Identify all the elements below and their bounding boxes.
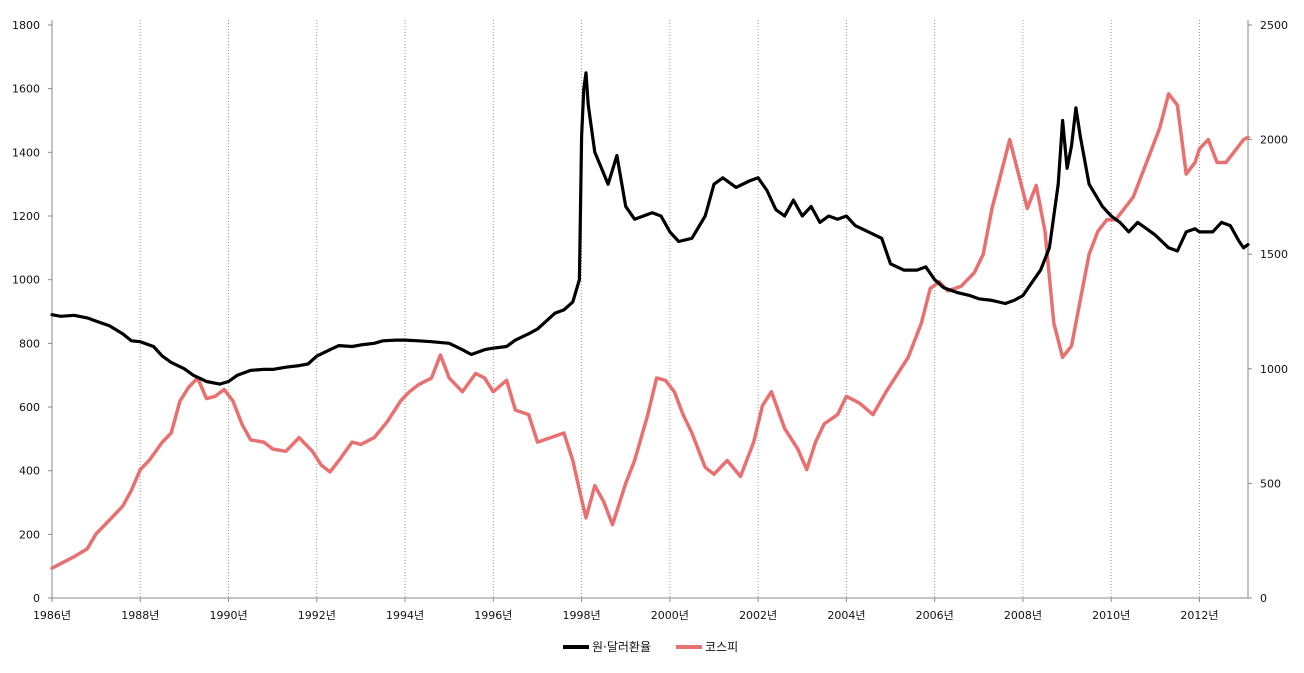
y-right-tick-label: 1000 [1260,363,1288,376]
y-left-tick-label: 1200 [12,210,40,223]
x-tick-label: 2004년 [827,609,865,622]
x-tick-label: 1992년 [298,609,336,622]
x-tick-label: 1988년 [121,609,159,622]
y-left-tick-labels: 0 200 400 600 800 1000 1200 1400 1600 1800 [12,19,52,605]
y-left-tick-label: 1400 [12,146,40,159]
x-tick-label: 1986년 [33,609,71,622]
y-right-tick-label: 500 [1260,477,1281,490]
y-right-tick-label: 1500 [1260,248,1288,261]
y-left-tick-label: 1600 [12,83,40,96]
x-tick-label: 2008년 [1004,609,1042,622]
x-tick-label: 1990년 [209,609,247,622]
y-left-tick-label: 800 [19,337,40,350]
legend-label: 원·달러환율 [592,640,651,654]
y-right-tick-label: 2000 [1260,134,1288,147]
x-tick-label: 1996년 [474,609,512,622]
series-line-exchange-rate [50,71,1250,386]
legend-label: 코스피 [705,640,738,654]
legend: 원·달러환율 코스피 [563,640,738,654]
x-tick-label: 2012년 [1180,609,1218,622]
x-tick-label: 1994년 [386,609,424,622]
y-left-tick-label: 400 [19,465,40,478]
x-tick-label: 2002년 [739,609,777,622]
y-left-tick-label: 1000 [12,274,40,287]
x-tick-label: 1998년 [563,609,601,622]
x-tick-label: 2006년 [916,609,954,622]
y-left-tick-label: 1800 [12,19,40,32]
y-right-tick-label: 0 [1260,592,1267,605]
x-tick-label: 2000년 [651,609,689,622]
y-left-tick-label: 600 [19,401,40,414]
x-tick-label: 2010년 [1092,609,1130,622]
y-right-tick-labels: 0 500 1000 1500 2000 2500 [1248,19,1288,605]
y-right-tick-label: 2500 [1260,19,1288,32]
x-gridlines [139,20,1200,598]
x-tick-labels: 1986년 1988년 1990년 1992년 1994년 1996년 1998년 2000년… [33,598,1219,622]
series-lines [50,71,1250,570]
y-left-tick-label: 0 [33,592,40,605]
legend-item: 원·달러환율 [563,640,651,654]
y-left-tick-label: 200 [19,528,40,541]
legend-item: 코스피 [676,640,738,654]
series-line-kospi [50,92,1250,570]
